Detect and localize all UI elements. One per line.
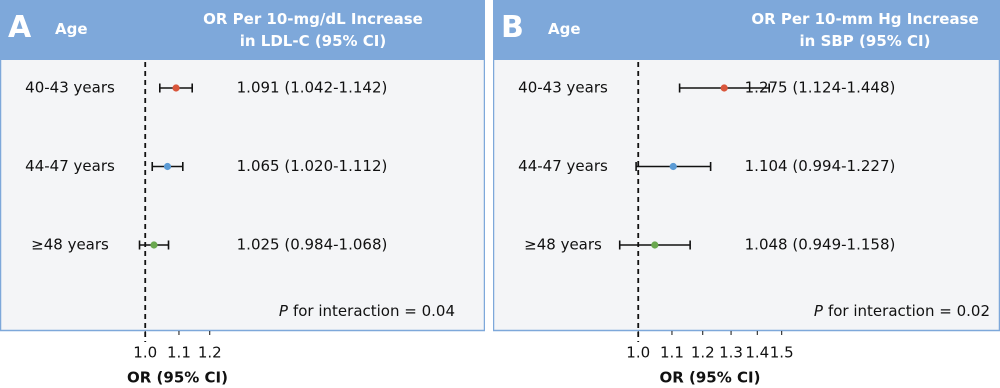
value-label: 1.065 (1.020-1.112): [237, 157, 388, 175]
category-label: 44-47 years: [25, 157, 115, 175]
x-tick-label: 1.3: [719, 344, 743, 362]
panel: 40-43 years 1.091 (1.042-1.142) 44-47 year…: [0, 0, 485, 388]
x-tick-label: 1.1: [660, 344, 684, 362]
column-title: OR Per 10-mg/dL Increase in LDL-C (95% C…: [203, 10, 423, 50]
category-label: 40-43 years: [518, 79, 608, 97]
value-label: 1.275 (1.124-1.448): [745, 79, 896, 97]
panel-header: A Age OR Per 10-mg/dL Increase in LDL-C (9…: [0, 0, 485, 60]
category-label: ≥48 years: [524, 236, 602, 254]
point-estimate: [150, 241, 158, 249]
category-label: 40-43 years: [25, 79, 115, 97]
point-estimate: [172, 84, 180, 92]
row-header: Age: [548, 20, 581, 38]
value-label: 1.048 (0.949-1.158): [745, 236, 896, 254]
column-title: OR Per 10-mm Hg Increase in SBP (95% CI): [751, 10, 979, 50]
x-axis-label: OR (95% CI): [127, 369, 228, 387]
annotation-text: for interaction = 0.02: [828, 302, 990, 320]
value-label: 1.104 (0.994-1.227): [745, 157, 896, 175]
x-tick-label: 1.5: [770, 344, 794, 362]
category-label: ≥48 years: [31, 236, 109, 254]
annotation-italic: P: [279, 302, 289, 320]
panel-letter: A: [8, 10, 32, 45]
point-estimate: [651, 241, 659, 249]
point-estimate: [720, 84, 728, 92]
category-label: 44-47 years: [518, 157, 608, 175]
row-header: Age: [55, 20, 88, 38]
panel-header: B Age OR Per 10-mm Hg Increase in SBP (95%…: [493, 0, 1000, 60]
x-tick-label: 1.4: [745, 344, 769, 362]
point-estimate: [163, 162, 172, 171]
annotation-text: for interaction = 0.04: [293, 302, 455, 320]
annotation-italic: P: [814, 302, 824, 320]
panel: 40-43 years 1.275 (1.124-1.448) 44-47 year…: [493, 0, 1000, 388]
point-estimate: [669, 162, 677, 171]
x-axis-label: OR (95% CI): [659, 369, 760, 387]
x-tick-label: 1.1: [167, 344, 191, 362]
x-tick-label: 1.0: [626, 344, 650, 362]
x-tick-label: 1.0: [133, 344, 157, 362]
value-label: 1.091 (1.042-1.142): [237, 79, 388, 97]
x-tick-label: 1.2: [198, 344, 222, 362]
panel-letter: B: [501, 10, 524, 45]
value-label: 1.025 (0.984-1.068): [237, 236, 388, 254]
x-tick-label: 1.2: [691, 344, 715, 362]
